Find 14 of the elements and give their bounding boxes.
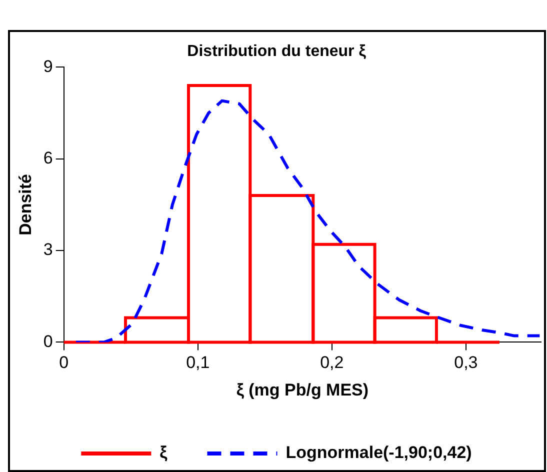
y-axis-title: Densité [16,174,35,236]
y-tick-label: 6 [43,148,53,168]
x-tick-label: 0,3 [454,353,478,372]
x-tick-label: 0 [59,353,69,372]
x-axis-title: ξ (mg Pb/g MES) [236,380,369,400]
x-tick-label: 0,2 [320,353,344,372]
y-tick-label: 0 [43,332,53,351]
x-tick-label: 0,1 [186,353,210,372]
y-tick-label: 9 [43,56,53,76]
legend-label: ξ [160,443,168,462]
legend-label: Lognormale(-1,90;0,42) [286,443,472,462]
line-series [74,99,541,342]
chart-title: Distribution du teneur ξ [187,43,367,60]
y-tick-label: 3 [43,240,53,260]
